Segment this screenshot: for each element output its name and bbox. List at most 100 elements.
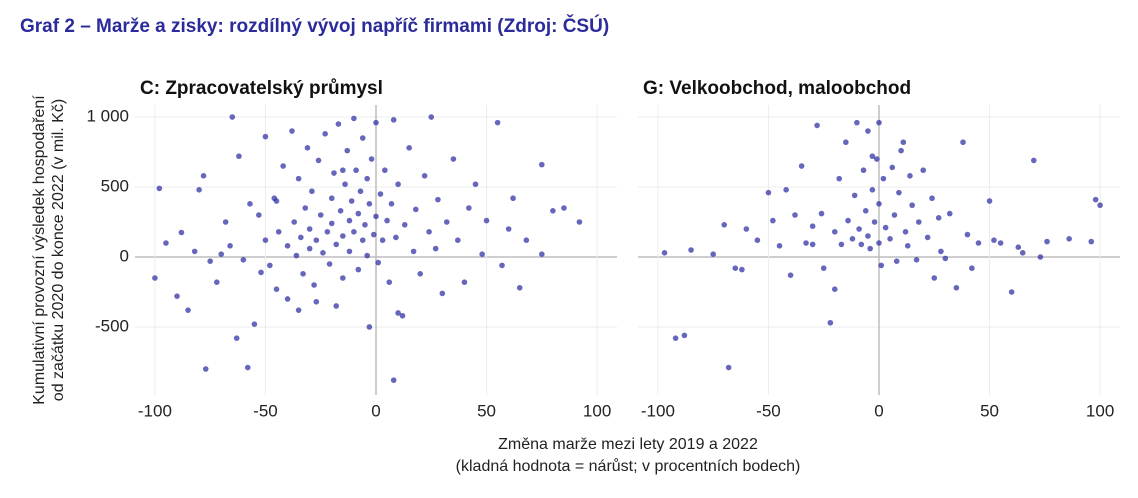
point xyxy=(227,243,233,249)
point xyxy=(907,173,913,179)
point xyxy=(306,245,313,252)
point xyxy=(379,237,386,244)
point xyxy=(969,265,975,271)
point xyxy=(395,310,401,316)
point xyxy=(163,240,169,246)
point xyxy=(320,249,326,256)
point xyxy=(331,170,337,176)
point xyxy=(388,201,395,207)
point xyxy=(783,187,789,193)
point xyxy=(370,231,377,238)
point xyxy=(218,251,225,257)
point xyxy=(178,229,185,236)
point xyxy=(202,366,209,372)
point xyxy=(867,245,873,252)
x-tick-label: 0 xyxy=(371,401,380,420)
point xyxy=(499,262,505,269)
x-tick-label: 50 xyxy=(980,401,999,420)
point xyxy=(776,243,783,249)
point xyxy=(156,185,163,192)
point xyxy=(302,205,309,211)
point xyxy=(293,252,300,259)
point xyxy=(862,208,869,214)
point xyxy=(523,237,530,244)
x-tick-label: 100 xyxy=(1086,401,1114,420)
point xyxy=(377,191,384,197)
point xyxy=(539,161,545,168)
point xyxy=(426,229,432,235)
point xyxy=(792,212,798,218)
point xyxy=(472,181,479,188)
point xyxy=(814,122,820,129)
point xyxy=(1008,289,1015,295)
point xyxy=(831,229,838,235)
point xyxy=(351,229,357,235)
point xyxy=(710,251,716,257)
point xyxy=(273,198,280,204)
x-tick-label: 50 xyxy=(477,401,496,420)
point xyxy=(479,251,485,257)
point xyxy=(328,220,335,227)
x-tick-label: -100 xyxy=(138,401,172,420)
y-tick-label: 500 xyxy=(101,177,129,196)
point xyxy=(1092,196,1099,203)
point xyxy=(256,212,262,218)
point xyxy=(317,212,324,218)
point xyxy=(333,241,340,248)
point xyxy=(214,279,220,285)
point xyxy=(311,282,317,288)
chart-title: Graf 2 – Marže a zisky: rozdílný vývoj n… xyxy=(20,15,609,37)
x-tick-label: -50 xyxy=(253,401,278,420)
point xyxy=(295,175,302,182)
point xyxy=(353,167,359,174)
point xyxy=(483,217,490,224)
point xyxy=(739,266,745,273)
point xyxy=(375,259,382,266)
point xyxy=(346,217,353,224)
y-axis-label: Kumulativní provozní výsledek hospodařen… xyxy=(31,95,48,405)
point xyxy=(539,251,545,257)
x-tick-label: 100 xyxy=(583,401,611,420)
point xyxy=(152,275,158,281)
panel-title: C: Zpracovatelský průmysl xyxy=(140,78,383,99)
point xyxy=(798,163,805,169)
point xyxy=(803,240,809,246)
point xyxy=(865,128,871,134)
point xyxy=(417,270,424,277)
point xyxy=(725,364,732,371)
point xyxy=(222,219,229,225)
point xyxy=(244,364,251,371)
point xyxy=(938,248,944,255)
point xyxy=(975,240,982,246)
point xyxy=(313,237,320,244)
point xyxy=(893,258,900,264)
point xyxy=(251,321,258,327)
point xyxy=(229,114,236,120)
point xyxy=(856,226,862,232)
point xyxy=(328,195,335,202)
point xyxy=(505,226,512,232)
point xyxy=(561,205,567,211)
point xyxy=(854,119,860,126)
point xyxy=(809,241,816,248)
point xyxy=(191,248,198,255)
point xyxy=(410,248,417,255)
point xyxy=(1015,244,1022,251)
point xyxy=(421,173,428,179)
point xyxy=(461,279,468,285)
point xyxy=(284,243,291,249)
point xyxy=(386,279,393,285)
point xyxy=(1019,249,1026,256)
point xyxy=(931,275,938,281)
point xyxy=(355,210,362,217)
point xyxy=(384,217,390,224)
point xyxy=(262,133,269,140)
point xyxy=(315,157,322,164)
point xyxy=(366,324,373,330)
point xyxy=(390,377,397,383)
point xyxy=(809,223,816,230)
point xyxy=(393,234,399,241)
point xyxy=(412,206,419,213)
point xyxy=(258,269,264,276)
point xyxy=(876,119,882,126)
